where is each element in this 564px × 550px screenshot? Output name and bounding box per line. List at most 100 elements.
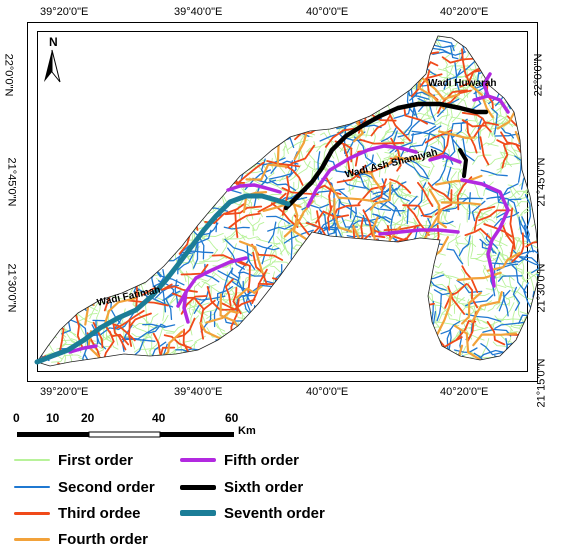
first-order-stream xyxy=(487,133,496,146)
first-order-stream xyxy=(352,314,374,326)
second-order-stream xyxy=(251,126,278,141)
first-order-stream xyxy=(227,51,243,56)
second-order-stream xyxy=(83,58,112,66)
first-order-stream xyxy=(47,108,72,112)
third-order-stream xyxy=(239,120,246,149)
first-order-stream xyxy=(518,156,538,162)
second-order-stream xyxy=(456,279,483,294)
second-order-stream xyxy=(293,41,310,50)
second-order-stream xyxy=(160,177,183,193)
first-order-stream xyxy=(228,89,241,113)
second-order-stream xyxy=(436,293,442,322)
second-order-stream xyxy=(216,85,244,94)
second-order-stream xyxy=(121,338,156,342)
third-order-stream xyxy=(58,198,87,218)
second-order-stream xyxy=(51,97,64,124)
first-order-stream xyxy=(283,101,302,121)
first-order-stream xyxy=(455,82,478,91)
second-order-stream xyxy=(345,242,362,269)
second-order-stream xyxy=(123,174,151,189)
first-order-stream xyxy=(160,252,174,261)
third-order-stream xyxy=(171,6,185,35)
second-order-stream xyxy=(312,101,343,111)
second-order-stream xyxy=(95,176,131,190)
second-order-stream xyxy=(486,191,511,200)
third-order-stream xyxy=(93,108,115,132)
first-order-stream xyxy=(116,107,133,128)
first-order-stream xyxy=(332,337,356,347)
third-order-stream xyxy=(137,222,164,243)
first-order-stream xyxy=(252,128,272,138)
first-order-stream xyxy=(75,169,91,188)
second-order-stream xyxy=(208,83,238,98)
first-order-stream xyxy=(328,100,346,119)
first-order-stream xyxy=(517,46,530,62)
first-order-stream xyxy=(331,302,341,325)
second-order-stream xyxy=(362,310,374,336)
first-order-stream xyxy=(84,266,89,290)
third-order-stream xyxy=(299,71,321,102)
second-order-stream xyxy=(193,286,210,314)
first-order-stream xyxy=(318,339,339,348)
second-order-stream xyxy=(253,356,272,366)
second-order-stream xyxy=(379,54,404,66)
first-order-stream xyxy=(527,272,535,293)
second-order-stream xyxy=(298,302,314,328)
first-order-stream xyxy=(75,36,82,59)
first-order-stream xyxy=(498,236,504,261)
second-order-stream xyxy=(335,294,352,304)
first-order-stream xyxy=(231,36,248,54)
bottom-lon-label-4: 40°20'0"E xyxy=(440,386,489,398)
first-order-stream xyxy=(168,161,189,170)
second-order-stream xyxy=(478,349,508,360)
third-order-stream xyxy=(322,48,341,74)
first-order-stream xyxy=(40,166,62,170)
third-order-stream xyxy=(102,199,136,213)
bottom-lon-label-3: 40°0'0"E xyxy=(306,386,349,398)
second-order-stream xyxy=(312,312,332,324)
first-order-stream xyxy=(168,223,187,241)
first-order-stream xyxy=(365,245,379,267)
first-order-stream xyxy=(455,244,463,263)
third-order-stream xyxy=(160,285,198,293)
second-order-stream xyxy=(530,353,537,366)
legend-swatch xyxy=(14,511,50,515)
second-order-stream xyxy=(94,119,101,139)
first-order-stream xyxy=(62,185,80,198)
third-order-stream xyxy=(234,202,246,238)
first-order-stream xyxy=(260,336,289,345)
first-order-stream xyxy=(137,150,158,156)
third-order-stream xyxy=(131,112,171,135)
first-order-stream xyxy=(408,247,421,267)
third-order-stream xyxy=(473,205,496,231)
first-order-stream xyxy=(119,243,143,252)
first-order-stream xyxy=(115,107,120,131)
second-order-stream xyxy=(480,343,505,356)
second-order-stream xyxy=(355,274,368,303)
first-order-stream xyxy=(170,203,184,216)
second-order-stream xyxy=(373,299,399,309)
second-order-stream xyxy=(177,213,202,227)
first-order-stream xyxy=(446,235,461,250)
second-order-stream xyxy=(180,97,207,106)
first-order-stream xyxy=(111,246,127,262)
first-order-stream xyxy=(510,310,516,328)
first-order-stream xyxy=(529,59,540,71)
third-order-stream xyxy=(80,64,90,93)
second-order-stream xyxy=(116,202,122,227)
first-order-stream xyxy=(161,180,181,189)
first-order-stream xyxy=(48,161,52,181)
third-order-stream xyxy=(527,109,540,132)
third-order-stream xyxy=(199,299,216,340)
first-order-stream xyxy=(63,205,71,231)
third-order-stream xyxy=(279,86,295,104)
second-order-stream xyxy=(477,70,487,99)
second-order-stream xyxy=(235,294,256,311)
first-order-stream xyxy=(155,228,172,238)
third-order-stream xyxy=(280,335,291,366)
second-order-stream xyxy=(75,204,98,218)
second-order-stream xyxy=(351,51,371,73)
second-order-stream xyxy=(97,254,112,274)
first-order-stream xyxy=(57,184,73,200)
second-order-stream xyxy=(170,186,176,214)
